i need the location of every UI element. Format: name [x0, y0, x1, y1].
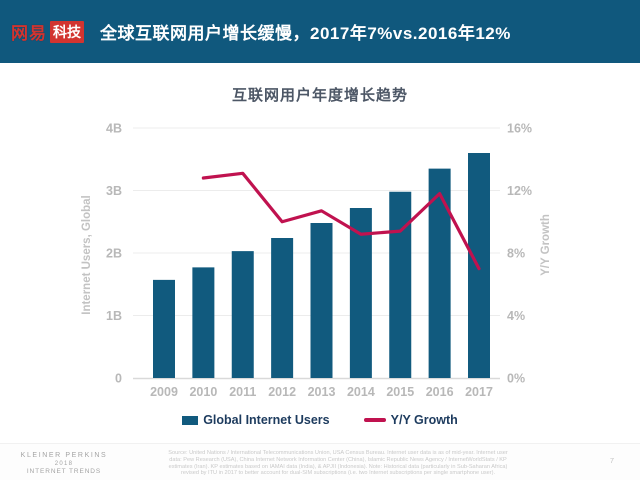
x-axis-label-2012: 2012 — [268, 385, 296, 399]
netease-tech-logo[interactable]: 网易 科技 — [11, 19, 84, 44]
bar-2014[interactable] — [349, 208, 372, 378]
source-line: Source: United Nations / International T… — [168, 450, 508, 456]
bar-2012[interactable] — [271, 238, 294, 378]
chart-legend: Global Internet Users Y/Y Growth — [0, 410, 640, 430]
x-axis-label-2016: 2016 — [426, 385, 454, 399]
x-axis-label-2009: 2009 — [150, 385, 178, 399]
bar-2009[interactable] — [153, 279, 175, 378]
left-axis-tick: 1B — [106, 309, 122, 323]
legend-item-yy-growth: Y/Y Growth — [363, 413, 458, 427]
source-line: estimates (Iran). KP estimates based on … — [168, 463, 508, 470]
left-axis-tick: 0 — [115, 372, 122, 386]
chart-title: 互联网用户年度增长趋势 — [231, 87, 408, 104]
yy-growth-line[interactable] — [201, 171, 481, 271]
legend-line-swatch-icon — [363, 418, 386, 422]
page-title: 全球互联网用户增长缓慢，2017年7%vs.2016年12% — [100, 24, 511, 43]
bar-2011[interactable] — [231, 251, 254, 378]
footer: KLEINER PERKINS 2018 INTERNET TRENDS Sou… — [0, 443, 640, 480]
logo-keji-badge: 科技 — [50, 20, 84, 43]
left-axis-tick: 2B — [106, 247, 122, 261]
legend-bar-label: Global Internet Users — [203, 413, 330, 427]
bar-2010[interactable] — [192, 267, 215, 378]
header-bar: 网易 科技 全球互联网用户增长缓慢，2017年7%vs.2016年12% — [0, 0, 640, 63]
logo-wangyi-text: 网易 — [11, 24, 47, 43]
source-line: revised by ITU in 2017 to better account… — [180, 470, 496, 477]
page-number: 7 — [609, 456, 614, 465]
x-axis-label-2015: 2015 — [386, 385, 414, 399]
bar-2015[interactable] — [389, 191, 412, 378]
x-axis-label-2013: 2013 — [308, 385, 336, 399]
kp-brand-block: KLEINER PERKINS 2018 INTERNET TRENDS — [6, 452, 122, 475]
source-note: Source: United Nations / International T… — [130, 450, 546, 477]
legend-bar-swatch-icon — [182, 415, 199, 425]
x-axis-label-2010: 2010 — [189, 385, 217, 399]
kp-brand-report: INTERNET TRENDS — [26, 468, 102, 475]
x-axis-label-2014: 2014 — [347, 385, 375, 399]
bar-2013[interactable] — [310, 223, 333, 378]
right-axis-tick: 12% — [507, 184, 532, 198]
bar-2016[interactable] — [428, 168, 451, 378]
right-axis-tick: 4% — [507, 309, 525, 323]
right-axis-title: Y/Y Growth — [540, 214, 552, 276]
x-axis-label-2017: 2017 — [465, 385, 493, 399]
chart-canvas: 0 1B 2B 3B 4B 0% 4% 8% 12% 16% Internet Users, Glo… — [81, 122, 552, 400]
left-axis-tick: 4B — [106, 122, 122, 136]
left-axis-tick: 3B — [106, 184, 122, 198]
right-axis-tick: 16% — [507, 122, 532, 136]
x-axis-label-2011: 2011 — [229, 385, 256, 399]
source-line: data: Pew Research (USA), China Internet… — [169, 456, 507, 463]
right-axis-tick: 8% — [507, 247, 525, 261]
legend-line-label: Y/Y Growth — [390, 413, 458, 427]
left-axis-title: Internet Users, Global — [81, 195, 93, 315]
right-axis-tick: 0% — [507, 372, 525, 386]
kp-brand-name: KLEINER PERKINS — [20, 452, 108, 459]
legend-item-global-internet-users: Global Internet Users — [182, 413, 330, 427]
kp-brand-year: 2018 — [54, 460, 74, 467]
